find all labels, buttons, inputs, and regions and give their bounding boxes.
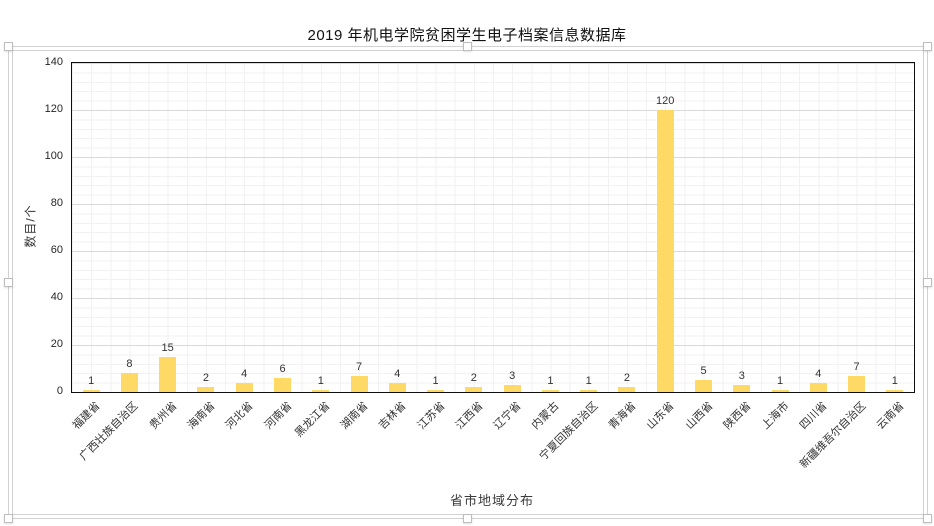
bar-value-label: 5 xyxy=(700,365,707,378)
bar-value-label: 4 xyxy=(394,367,401,380)
y-tick-label: 120 xyxy=(44,103,63,115)
y-tick-label: 0 xyxy=(56,385,63,397)
bar-value-label: 8 xyxy=(126,358,133,371)
bar-value-label: 7 xyxy=(853,360,860,373)
y-tick-label: 80 xyxy=(50,197,63,209)
bar-value-label: 2 xyxy=(470,372,477,385)
bar[interactable] xyxy=(82,389,100,392)
selection-handle-top-right[interactable] xyxy=(923,42,932,51)
bar[interactable] xyxy=(848,375,866,392)
selection-handle-bottom-left[interactable] xyxy=(4,514,13,523)
bar[interactable] xyxy=(695,380,712,392)
bar-value-label: 1 xyxy=(585,374,592,387)
x-axis-title[interactable]: 省市地域分布 xyxy=(449,493,535,508)
bar[interactable] xyxy=(809,382,827,392)
bar-value-label: 4 xyxy=(815,367,822,380)
y-tick-label: 60 xyxy=(50,244,63,256)
bar-value-label: 1 xyxy=(776,374,784,387)
bar-value-label: 7 xyxy=(355,360,363,373)
bar-value-label: 3 xyxy=(509,369,516,382)
selection-handle-middle-left[interactable] xyxy=(4,277,13,287)
bar[interactable] xyxy=(541,389,559,392)
bar[interactable] xyxy=(886,389,904,392)
bar[interactable] xyxy=(388,382,406,392)
bar[interactable] xyxy=(733,384,751,392)
bar[interactable] xyxy=(618,387,636,392)
y-tick-label: 100 xyxy=(44,150,63,162)
bar-value-label: 2 xyxy=(202,372,210,385)
bar-value-label: 6 xyxy=(279,362,286,375)
bar[interactable] xyxy=(427,389,445,392)
selection-handle-top-left[interactable] xyxy=(4,42,13,51)
bar[interactable] xyxy=(274,377,291,392)
bar[interactable] xyxy=(120,373,138,392)
chart-selection-frame[interactable] xyxy=(4,42,932,523)
plot-area[interactable]: 1 8 15 2 4 6 1 7 4 1 2 3 1 1 2 120 5 3 1 4 7 1 xyxy=(71,62,915,393)
y-tick-label: 140 xyxy=(44,56,63,68)
y-tick-label: 20 xyxy=(50,338,63,350)
bar-value-label: 15 xyxy=(161,341,174,354)
bar[interactable] xyxy=(350,375,368,392)
selection-handle-top-center[interactable] xyxy=(463,42,472,51)
bar-value-label: 3 xyxy=(738,369,745,382)
selection-handle-middle-right[interactable] xyxy=(923,277,932,287)
bar-value-label: 1 xyxy=(432,374,439,387)
bar-value-label: 1 xyxy=(88,374,95,387)
bar[interactable] xyxy=(197,387,215,392)
bar-value-label: 2 xyxy=(623,372,631,385)
y-axis-title[interactable]: 数目/个 xyxy=(23,204,38,248)
selection-handle-bottom-center[interactable] xyxy=(463,514,472,523)
bar-value-label: 1 xyxy=(317,374,324,387)
bar-value-label: 1 xyxy=(891,374,898,387)
bar[interactable] xyxy=(465,387,483,392)
bar-value-label: 4 xyxy=(241,367,248,380)
bar[interactable] xyxy=(580,389,598,392)
bar[interactable] xyxy=(312,389,330,392)
bar[interactable] xyxy=(235,382,253,392)
chart-title[interactable]: 2019 年机电学院贫困学生电子档案信息数据库 xyxy=(307,27,627,44)
bar-value-label: 1 xyxy=(547,374,554,387)
bar[interactable] xyxy=(503,384,521,392)
selection-handle-bottom-right[interactable] xyxy=(923,514,932,523)
y-tick-label: 40 xyxy=(50,291,63,303)
bar[interactable] xyxy=(656,110,674,392)
bar[interactable] xyxy=(771,389,789,392)
bar-value-label: 120 xyxy=(656,95,675,107)
bar[interactable] xyxy=(159,356,177,392)
